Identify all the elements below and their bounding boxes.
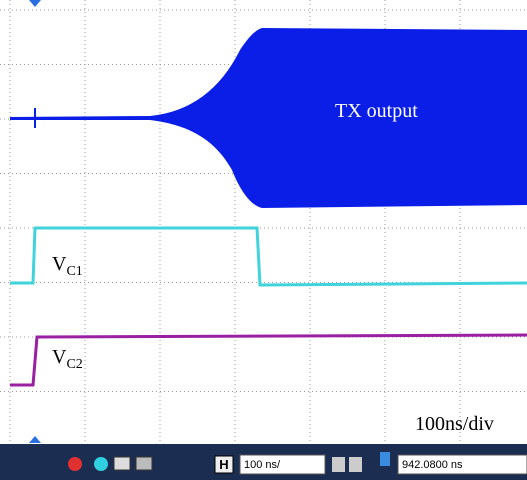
red-button[interactable]	[68, 457, 82, 471]
marker-icon	[380, 452, 390, 466]
wave-button[interactable]	[349, 457, 362, 472]
screenshot-button[interactable]	[114, 457, 130, 470]
position-value: 942.0800 ns	[402, 459, 463, 471]
vc1-main: V	[52, 253, 67, 275]
vc2-main: V	[52, 346, 67, 368]
oscilloscope: TX output VC1 VC2 100ns/div H 100 ns/ 94…	[0, 0, 527, 480]
page: {"screen": {"tx_label": "TX output", "vc…	[0, 0, 527, 480]
unit-button[interactable]	[332, 457, 345, 472]
h-label: H	[219, 457, 228, 472]
tx-label: TX output	[335, 100, 418, 122]
vc1-sub: C1	[66, 264, 82, 279]
print-button[interactable]	[136, 457, 152, 470]
timebase-label: 100ns/div	[415, 413, 494, 435]
vc2-sub: C2	[66, 357, 82, 372]
cyan-button[interactable]	[94, 457, 108, 471]
timebase-value: 100 ns/	[244, 459, 281, 471]
